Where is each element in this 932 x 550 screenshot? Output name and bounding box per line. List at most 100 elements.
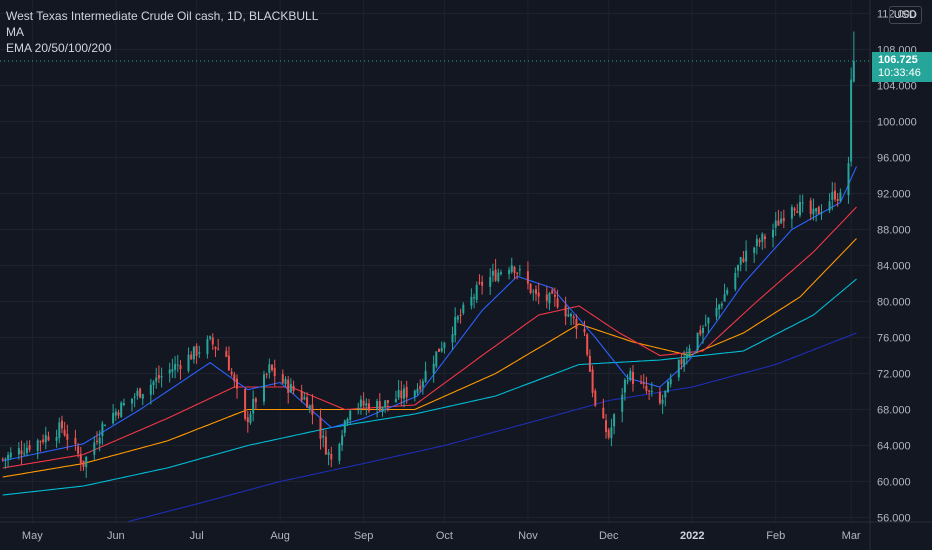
candle-body — [567, 314, 570, 317]
candle-body — [324, 436, 327, 455]
candle-body — [7, 454, 10, 459]
candle-body — [368, 403, 370, 411]
candle-body — [1, 458, 4, 460]
candle-body — [564, 305, 567, 317]
candle-body — [187, 354, 190, 371]
candle-body — [723, 294, 726, 302]
candle-body — [645, 385, 648, 391]
candle-body — [583, 328, 586, 333]
candle-body — [764, 236, 766, 239]
candle-body — [42, 439, 45, 442]
candle-body — [508, 269, 511, 275]
candle-body — [478, 282, 481, 284]
candle-body — [419, 386, 422, 390]
candle-body — [753, 247, 756, 253]
candle-body — [642, 382, 645, 385]
candle-body — [141, 394, 144, 399]
candle-body — [17, 448, 20, 455]
candle-body — [104, 425, 106, 427]
candle-body — [440, 348, 443, 352]
time-tick-label: Aug — [270, 530, 290, 542]
candle-body — [217, 348, 220, 350]
candle-body — [473, 297, 476, 299]
candle-body — [244, 389, 247, 419]
candle-body — [227, 355, 230, 371]
candle-body — [454, 316, 457, 336]
candle-body — [139, 388, 142, 398]
time-tick-label: Mar — [842, 530, 861, 542]
candle-body — [386, 400, 389, 403]
candle-body — [136, 390, 139, 396]
candle-body — [777, 220, 780, 226]
chart-legend: West Texas Intermediate Crude Oil cash, … — [6, 8, 318, 56]
candle-body — [66, 434, 69, 440]
bar-countdown: 10:33:46 — [878, 66, 921, 79]
candle-body — [605, 420, 607, 432]
candle-body — [782, 218, 785, 222]
candle-body — [497, 272, 500, 281]
price-tick-label: 92.000 — [877, 189, 911, 201]
candle-body — [190, 354, 193, 360]
candle-body — [330, 454, 333, 460]
time-tick-label: May — [22, 530, 43, 542]
candle-body — [4, 458, 7, 460]
candle-body — [661, 399, 664, 404]
candle-body — [834, 190, 836, 200]
candle-body — [688, 348, 691, 356]
candle-body — [160, 376, 163, 378]
indicator-ema-label[interactable]: EMA 20/50/100/200 — [6, 41, 112, 55]
price-tick-label: 56.000 — [877, 513, 911, 525]
candle-body — [780, 218, 783, 224]
candle-body — [28, 445, 31, 450]
candle-body — [322, 435, 325, 438]
candle-body — [613, 414, 616, 427]
candle-body — [831, 191, 834, 200]
ema20-line — [2, 166, 858, 462]
candle-body — [341, 435, 344, 446]
candle-body — [308, 405, 311, 410]
candle-body — [362, 400, 365, 406]
price-axis[interactable]: 56.000 60.000 64.000 68.000 72.000 76.000 80.0… — [869, 0, 917, 550]
candle-body — [586, 334, 589, 355]
indicator-ma-label[interactable]: MA — [6, 25, 24, 39]
candle-body — [761, 233, 764, 242]
currency-button[interactable]: USD — [888, 6, 922, 24]
candle-body — [481, 281, 484, 286]
candle-body — [209, 336, 212, 339]
candle-body — [112, 413, 115, 424]
candle-body — [198, 352, 201, 354]
candle-body — [381, 406, 384, 412]
candle-body — [343, 420, 346, 433]
candle-body — [230, 371, 233, 375]
candle-body — [556, 298, 559, 308]
candle-body — [548, 292, 551, 304]
candle-body — [575, 319, 578, 329]
candle-body — [155, 377, 158, 382]
candle-body — [742, 258, 745, 262]
candle-body — [726, 290, 729, 294]
candle-body — [537, 292, 540, 297]
candle-body — [284, 378, 287, 385]
candle-body — [211, 337, 214, 345]
candle-body — [607, 429, 610, 438]
time-tick-label: Jul — [190, 530, 204, 542]
candle-body — [718, 304, 721, 310]
time-tick-label: Jun — [107, 530, 125, 542]
candle-body — [572, 316, 575, 318]
candle-body — [526, 271, 529, 284]
candle-body — [20, 450, 23, 454]
candle-body — [25, 447, 28, 454]
candle-body — [610, 427, 613, 438]
candle-body — [696, 332, 699, 351]
ema200-line — [2, 278, 857, 496]
candle-body — [739, 257, 742, 265]
candle-body — [669, 378, 672, 385]
candle-body — [664, 390, 667, 398]
candle-body — [812, 208, 815, 215]
candle-body — [101, 423, 104, 436]
candle-body — [319, 417, 322, 439]
symbol-title[interactable]: West Texas Intermediate Crude Oil cash, … — [6, 9, 319, 23]
candle-body — [774, 220, 777, 228]
time-axis[interactable]: May Jun Jul Aug Sep Oct Nov Dec 2022 Feb Mar — [0, 521, 932, 542]
